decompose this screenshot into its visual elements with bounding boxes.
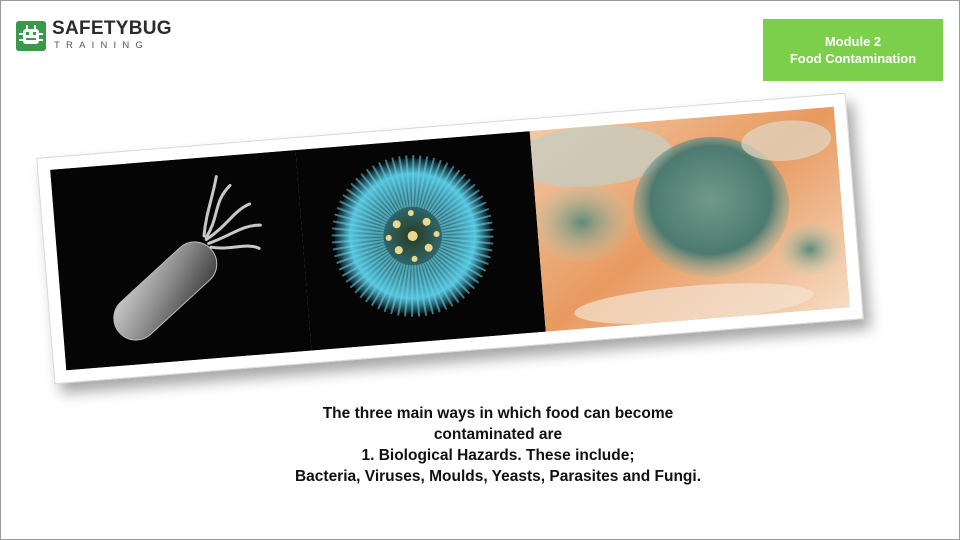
brand-subtitle: TRAINING bbox=[54, 40, 149, 51]
slide-caption: The three main ways in which food can be… bbox=[201, 403, 795, 487]
photo-strip bbox=[36, 92, 864, 385]
module-title: Food Contamination bbox=[789, 51, 917, 66]
brand-name: SAFETYBUG bbox=[52, 18, 172, 39]
caption-line-4: Bacteria, Viruses, Moulds, Yeasts, Paras… bbox=[294, 468, 702, 485]
bacterium-image bbox=[50, 150, 312, 371]
bug-icon bbox=[16, 21, 46, 51]
mould-image bbox=[529, 106, 850, 332]
module-number: Module 2 bbox=[824, 34, 882, 49]
module-badge: Module 2 Food Contamination bbox=[763, 19, 943, 81]
caption-line-1: The three main ways in which food can be… bbox=[322, 405, 674, 422]
caption-line-3: 1. Biological Hazards. These include; bbox=[361, 447, 635, 464]
caption-line-2: contaminated are bbox=[433, 426, 563, 443]
virus-image bbox=[295, 131, 546, 351]
